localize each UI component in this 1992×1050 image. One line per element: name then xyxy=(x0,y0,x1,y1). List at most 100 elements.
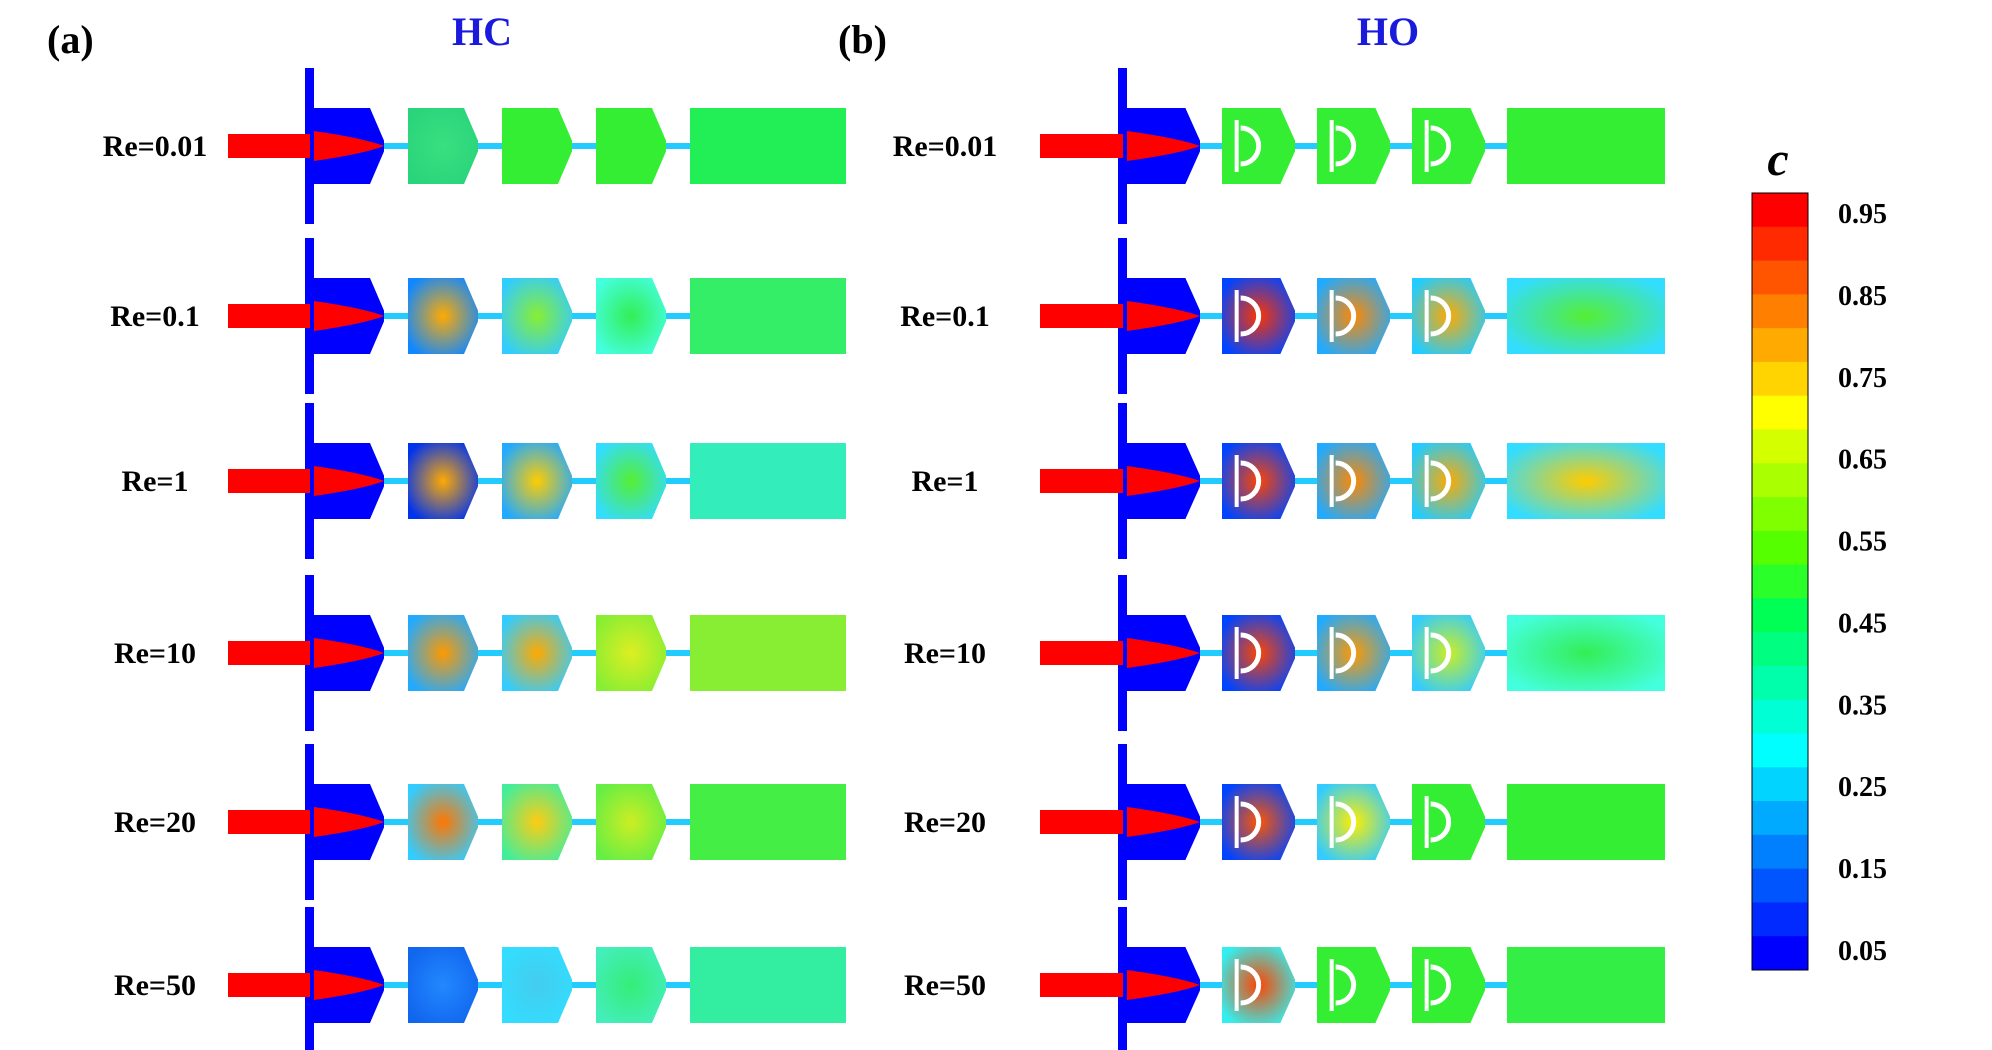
mixing-chamber xyxy=(502,784,572,860)
throat xyxy=(1295,819,1317,825)
jet-core xyxy=(314,131,384,161)
panel-a-rows: Re=0.01 Re=0.1 Re=1 Re=10 Re=20 Re=50 xyxy=(103,68,846,1050)
colorbar-band xyxy=(1752,936,1808,971)
colorbar-bands xyxy=(1751,192,1809,971)
throat xyxy=(572,313,596,319)
throat xyxy=(1390,982,1412,988)
mixing-chamber xyxy=(408,108,478,184)
obstacle-insert xyxy=(1240,295,1262,337)
colorbar-band xyxy=(1752,699,1808,735)
inlet-jet xyxy=(228,641,310,665)
jet-core xyxy=(314,638,384,668)
throat xyxy=(1200,982,1222,988)
inlet-jet xyxy=(228,304,310,328)
colorbar-tick: 0.75 xyxy=(1838,363,1887,394)
panel-a-letter: (a) xyxy=(47,17,94,62)
re-label: Re=1 xyxy=(911,465,978,498)
mixing-chamber xyxy=(596,443,666,519)
colorbar-band xyxy=(1752,902,1808,937)
re-label: Re=0.01 xyxy=(103,130,208,163)
inlet-jet xyxy=(1040,304,1123,328)
mixing-chamber xyxy=(596,278,666,354)
mixing-chamber xyxy=(408,784,478,860)
throat xyxy=(572,478,596,484)
colorbar-band xyxy=(1752,530,1808,566)
throat xyxy=(384,478,408,484)
re-row: Re=1 xyxy=(911,403,1665,559)
obstacle-insert xyxy=(1240,125,1262,167)
obstacle-bar xyxy=(1424,290,1429,342)
panel-a-hc: (a) HC xyxy=(47,9,512,62)
obstacle-bar xyxy=(1424,796,1429,848)
colorbar: c 0.950.850.750.650.550.450.350.250.150.… xyxy=(1751,133,1887,971)
obstacle-insert xyxy=(1430,460,1452,502)
mixing-chamber xyxy=(596,615,666,691)
mixing-chamber xyxy=(502,108,572,184)
obstacle-insert xyxy=(1430,801,1452,843)
obstacle-insert xyxy=(1335,964,1357,1006)
re-label: Re=1 xyxy=(121,465,188,498)
throat xyxy=(666,819,690,825)
throat xyxy=(478,313,502,319)
jet-core xyxy=(1127,301,1200,331)
colorbar-band xyxy=(1752,598,1808,633)
throat xyxy=(1390,819,1412,825)
mixing-chamber xyxy=(596,784,666,860)
throat xyxy=(1200,650,1222,656)
jet-core xyxy=(1127,970,1200,1000)
throat xyxy=(572,819,596,825)
jet-core xyxy=(1127,638,1200,668)
obstacle-bar xyxy=(1329,120,1334,172)
mixing-chamber xyxy=(408,947,478,1023)
obstacle-bar xyxy=(1329,627,1334,679)
mixing-chamber xyxy=(502,443,572,519)
obstacle-bar xyxy=(1234,796,1239,848)
obstacle-insert xyxy=(1430,632,1452,674)
obstacle-bar xyxy=(1234,959,1239,1011)
colorbar-tick: 0.45 xyxy=(1838,608,1887,639)
inlet-jet xyxy=(1040,469,1123,493)
obstacle-bar xyxy=(1234,120,1239,172)
re-row: Re=50 xyxy=(114,907,846,1050)
colorbar-tick: 0.95 xyxy=(1838,199,1887,230)
inlet-jet xyxy=(1040,641,1123,665)
throat xyxy=(666,650,690,656)
obstacle-bar xyxy=(1234,455,1239,507)
throat xyxy=(1200,313,1222,319)
obstacle-bar xyxy=(1329,455,1334,507)
inlet-jet xyxy=(228,810,310,834)
throat xyxy=(666,143,690,149)
obstacle-bar xyxy=(1329,290,1334,342)
mixing-chamber xyxy=(408,443,478,519)
throat xyxy=(1390,478,1412,484)
colorbar-band xyxy=(1752,632,1808,667)
throat xyxy=(1295,982,1317,988)
re-label: Re=10 xyxy=(114,637,196,670)
inlet-jet xyxy=(1040,810,1123,834)
outlet-channel xyxy=(1507,784,1665,860)
re-label: Re=50 xyxy=(114,969,196,1002)
mixing-chamber xyxy=(502,278,572,354)
throat xyxy=(478,650,502,656)
obstacle-bar xyxy=(1234,627,1239,679)
throat xyxy=(478,478,502,484)
colorbar-band xyxy=(1752,868,1808,903)
re-label: Re=20 xyxy=(114,806,196,839)
obstacle-bar xyxy=(1329,796,1334,848)
colorbar-band xyxy=(1752,193,1808,228)
obstacle-insert xyxy=(1430,295,1452,337)
obstacle-insert xyxy=(1335,295,1357,337)
colorbar-tick: 0.25 xyxy=(1838,772,1887,803)
colorbar-band xyxy=(1752,497,1808,532)
throat xyxy=(572,143,596,149)
throat xyxy=(1295,650,1317,656)
colorbar-tick: 0.05 xyxy=(1838,936,1887,967)
re-label: Re=0.01 xyxy=(893,130,998,163)
throat xyxy=(1390,650,1412,656)
jet-core xyxy=(314,466,384,496)
throat xyxy=(1295,143,1317,149)
obstacle-insert xyxy=(1335,801,1357,843)
jet-core xyxy=(1127,466,1200,496)
obstacle-bar xyxy=(1424,120,1429,172)
mixing-chamber xyxy=(408,278,478,354)
